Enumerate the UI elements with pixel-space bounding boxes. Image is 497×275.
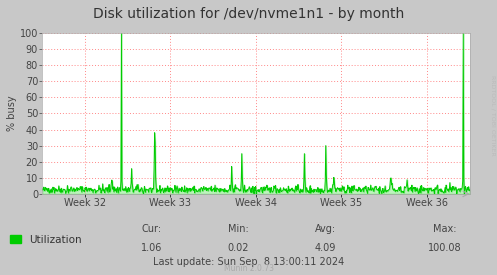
Text: Avg:: Avg:	[315, 224, 336, 234]
Text: Max:: Max:	[433, 224, 457, 234]
Text: Last update: Sun Sep  8 13:00:11 2024: Last update: Sun Sep 8 13:00:11 2024	[153, 257, 344, 267]
Text: Disk utilization for /dev/nvme1n1 - by month: Disk utilization for /dev/nvme1n1 - by m…	[93, 7, 404, 21]
Text: 100.08: 100.08	[428, 243, 462, 253]
Text: 1.06: 1.06	[141, 243, 163, 253]
Legend: Utilization: Utilization	[10, 235, 82, 245]
Text: 0.02: 0.02	[228, 243, 249, 253]
Text: Min:: Min:	[228, 224, 249, 234]
Y-axis label: % busy: % busy	[7, 96, 17, 131]
Text: RRDTOOL / TOBI OETIKER: RRDTOOL / TOBI OETIKER	[491, 75, 496, 156]
Text: Munin 2.0.73: Munin 2.0.73	[224, 264, 273, 273]
Text: 4.09: 4.09	[315, 243, 336, 253]
Text: Cur:: Cur:	[142, 224, 162, 234]
